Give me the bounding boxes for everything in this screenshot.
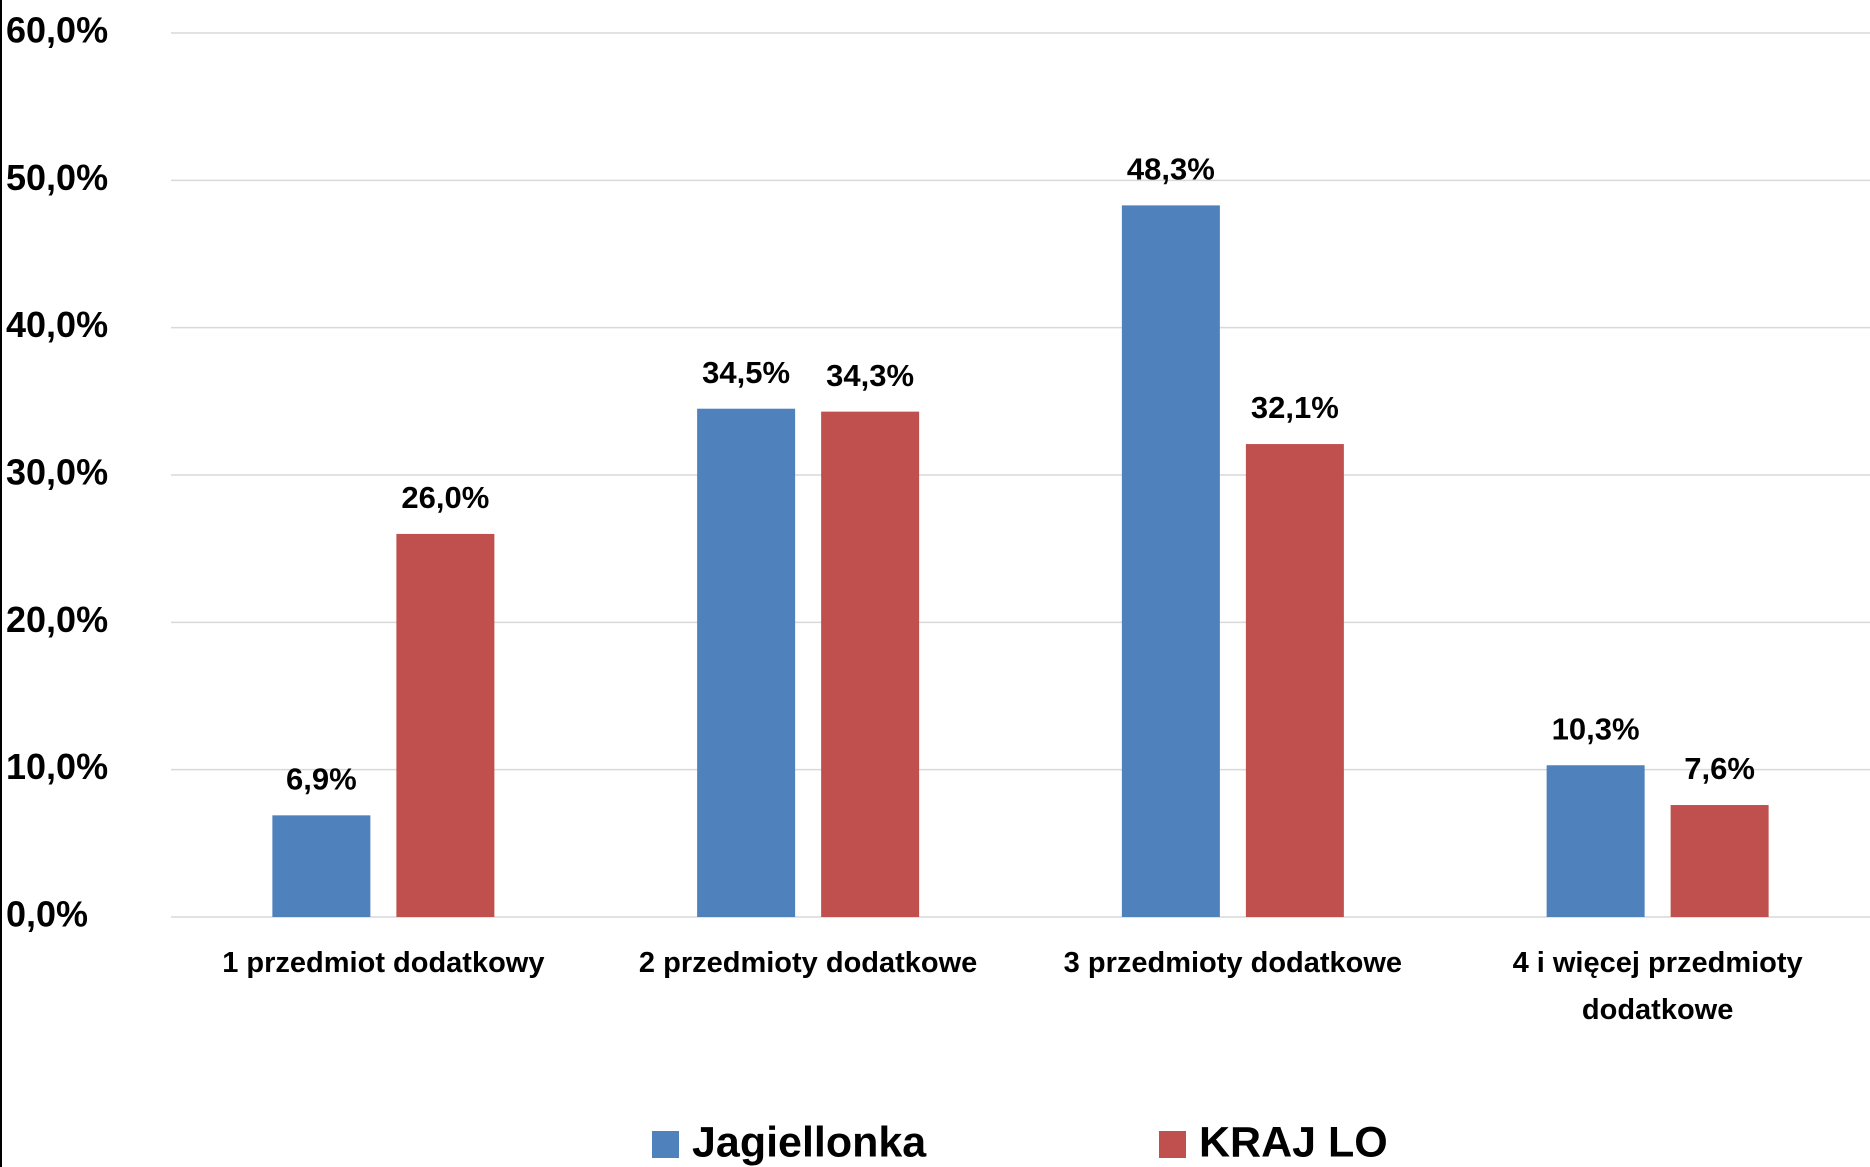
x-tick-label: 3 przedmioty dodatkowe: [1063, 947, 1403, 979]
x-tick-label: 4 i więcej przedmioty dodatkowe: [1512, 947, 1803, 1026]
legend-swatch: [652, 1131, 679, 1158]
bar: [697, 408, 796, 917]
bar: [1546, 765, 1645, 917]
data-label: 10,3%: [1552, 711, 1640, 746]
x-tick-label: 1 przedmiot dodatkowy: [222, 947, 545, 979]
y-tick-label: 20,0%: [6, 599, 108, 640]
bar: [1121, 205, 1220, 917]
bar: [821, 411, 920, 917]
data-label: 26,0%: [401, 480, 489, 515]
legend-swatch: [1159, 1131, 1186, 1158]
legend-label: Jagiellonka: [692, 1118, 927, 1166]
y-tick-label: 30,0%: [6, 452, 108, 493]
legend-label: KRAJ LO: [1199, 1118, 1388, 1166]
bar: [1670, 805, 1769, 917]
bar: [396, 533, 495, 917]
x-tick-label: 2 przedmioty dodatkowe: [638, 947, 978, 979]
bar: [1245, 444, 1344, 917]
data-label: 34,5%: [702, 355, 790, 390]
data-label: 7,6%: [1684, 751, 1755, 786]
y-tick-label: 60,0%: [6, 10, 108, 51]
data-label: 48,3%: [1127, 152, 1215, 187]
y-tick-label: 10,0%: [6, 746, 108, 787]
y-tick-label: 0,0%: [6, 894, 88, 935]
bar: [272, 815, 371, 917]
data-label: 6,9%: [286, 762, 357, 797]
data-label: 32,1%: [1251, 390, 1339, 425]
y-tick-label: 50,0%: [6, 157, 108, 198]
y-tick-label: 40,0%: [6, 304, 108, 345]
data-label: 34,3%: [826, 358, 914, 393]
